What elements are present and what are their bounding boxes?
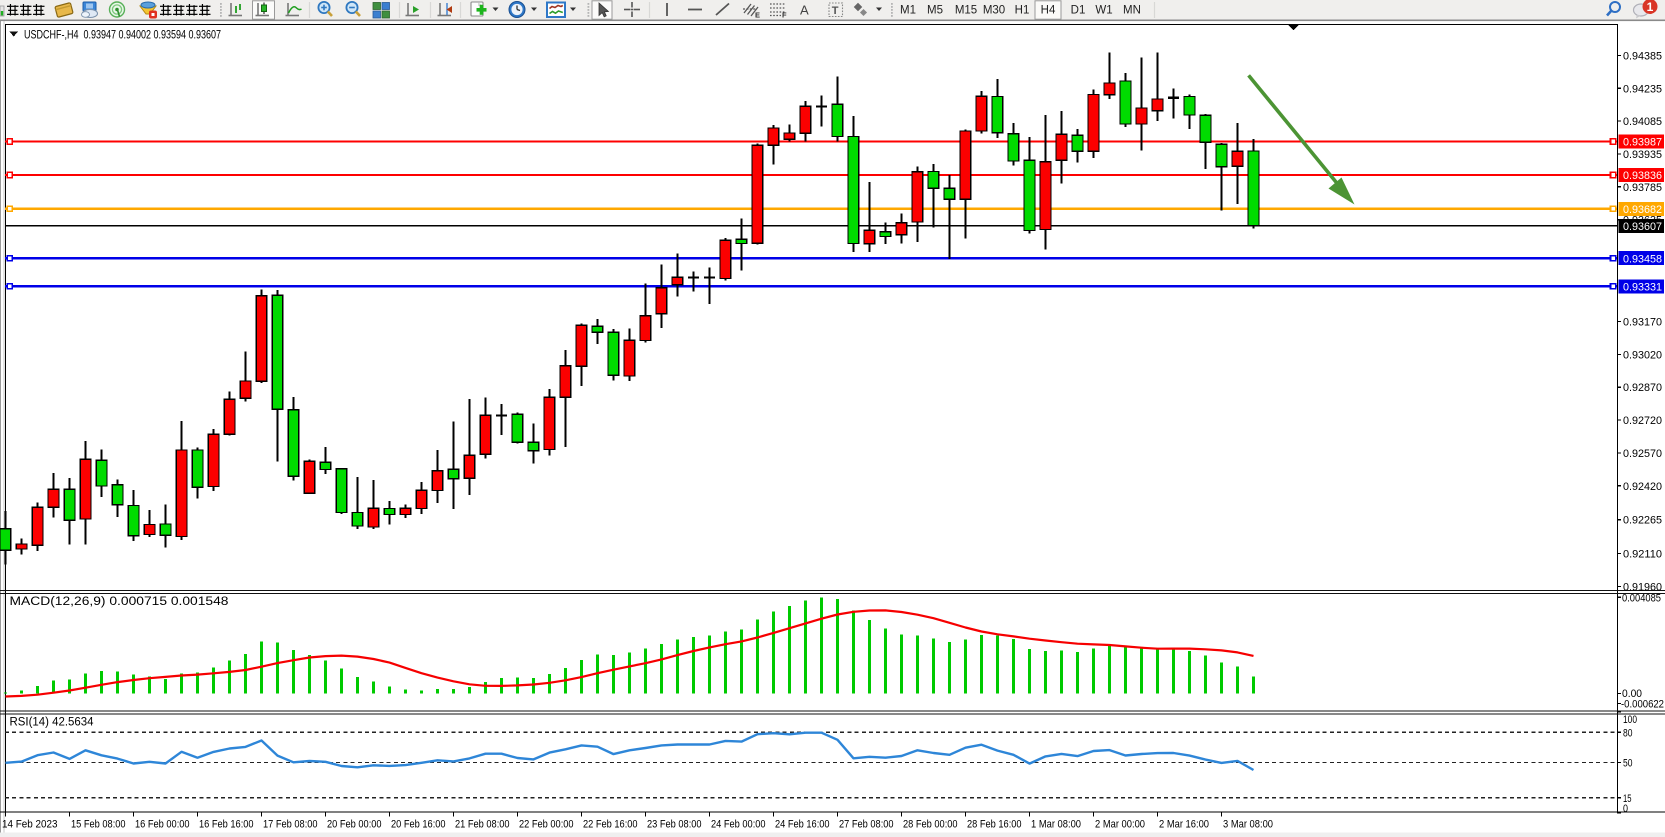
- svg-text:28 Feb 16:00: 28 Feb 16:00: [967, 819, 1022, 831]
- svg-text:-0.000622: -0.000622: [1621, 698, 1664, 710]
- svg-text:0.92720: 0.92720: [1623, 415, 1662, 427]
- svg-text:M5: M5: [927, 5, 943, 17]
- svg-text:E: E: [755, 11, 760, 20]
- svg-text:M15: M15: [955, 5, 977, 17]
- svg-text:T: T: [832, 5, 839, 17]
- svg-text:0.93836: 0.93836: [1623, 170, 1662, 182]
- svg-text:USDCHF-,H4 0.93947 0.94002 0.: USDCHF-,H4 0.93947 0.94002 0.93594 0.936…: [24, 28, 221, 42]
- svg-text:M1: M1: [900, 5, 916, 17]
- svg-text:MACD(12,26,9) 0.000715 0.00154: MACD(12,26,9) 0.000715 0.001548: [10, 596, 229, 608]
- svg-text:14 Feb 2023: 14 Feb 2023: [2, 819, 58, 831]
- svg-text:0.94085: 0.94085: [1623, 116, 1662, 128]
- svg-text:28 Feb 00:00: 28 Feb 00:00: [903, 819, 958, 831]
- svg-text:0: 0: [1623, 803, 1628, 815]
- svg-text:24 Feb 00:00: 24 Feb 00:00: [711, 819, 766, 831]
- svg-text:100: 100: [1623, 714, 1637, 726]
- svg-text:0.93020: 0.93020: [1623, 349, 1662, 361]
- svg-text:0.92265: 0.92265: [1623, 515, 1662, 527]
- svg-text:0.93170: 0.93170: [1623, 317, 1662, 329]
- svg-text:D1: D1: [1071, 5, 1086, 17]
- svg-text:3 Mar 08:00: 3 Mar 08:00: [1223, 819, 1273, 831]
- svg-text:0.93987: 0.93987: [1623, 137, 1662, 149]
- svg-text:0.92870: 0.92870: [1623, 382, 1662, 394]
- svg-text:0.93682: 0.93682: [1623, 204, 1662, 216]
- svg-text:H4: H4: [1041, 5, 1056, 17]
- svg-text:W1: W1: [1095, 5, 1112, 17]
- svg-text:24 Feb 16:00: 24 Feb 16:00: [775, 819, 830, 831]
- svg-text:0.93785: 0.93785: [1623, 182, 1662, 194]
- svg-text:0.93935: 0.93935: [1623, 149, 1662, 161]
- svg-text:M30: M30: [983, 5, 1005, 17]
- svg-text:RSI(14) 42.5634: RSI(14) 42.5634: [10, 717, 95, 729]
- svg-text:1: 1: [1647, 0, 1654, 14]
- svg-text:23 Feb 08:00: 23 Feb 08:00: [647, 819, 702, 831]
- svg-text:0.91960: 0.91960: [1623, 581, 1662, 593]
- svg-text:16 Feb 00:00: 16 Feb 00:00: [135, 819, 190, 831]
- svg-text:0.92420: 0.92420: [1623, 481, 1662, 493]
- svg-text:0.93607: 0.93607: [1623, 221, 1662, 233]
- svg-text:2 Mar 16:00: 2 Mar 16:00: [1159, 819, 1209, 831]
- svg-text:0.004085: 0.004085: [1622, 593, 1661, 605]
- svg-text:22 Feb 16:00: 22 Feb 16:00: [583, 819, 638, 831]
- svg-text:15: 15: [1623, 793, 1632, 805]
- svg-text:2 Mar 00:00: 2 Mar 00:00: [1095, 819, 1145, 831]
- svg-text:17 Feb 08:00: 17 Feb 08:00: [263, 819, 318, 831]
- svg-text:0.93331: 0.93331: [1623, 282, 1662, 294]
- svg-text:0.92570: 0.92570: [1623, 448, 1662, 460]
- svg-text:20 Feb 00:00: 20 Feb 00:00: [327, 819, 382, 831]
- svg-text:16 Feb 16:00: 16 Feb 16:00: [199, 819, 254, 831]
- svg-text:MN: MN: [1123, 5, 1141, 17]
- svg-text:27 Feb 08:00: 27 Feb 08:00: [839, 819, 894, 831]
- svg-text:0.93458: 0.93458: [1623, 253, 1662, 265]
- svg-text:A: A: [800, 3, 809, 18]
- svg-text:0.94235: 0.94235: [1623, 83, 1662, 95]
- svg-text:22 Feb 00:00: 22 Feb 00:00: [519, 819, 574, 831]
- svg-text:1 Mar 08:00: 1 Mar 08:00: [1031, 819, 1081, 831]
- svg-text:80: 80: [1623, 727, 1633, 739]
- svg-text:50: 50: [1623, 758, 1633, 770]
- svg-text:0.00: 0.00: [1622, 688, 1642, 700]
- svg-text:H1: H1: [1015, 5, 1030, 17]
- svg-text:15 Feb 08:00: 15 Feb 08:00: [71, 819, 126, 831]
- svg-text:0.92110: 0.92110: [1623, 549, 1662, 561]
- svg-text:20 Feb 16:00: 20 Feb 16:00: [391, 819, 446, 831]
- svg-text:0.94385: 0.94385: [1623, 50, 1662, 62]
- svg-text:21 Feb 08:00: 21 Feb 08:00: [455, 819, 510, 831]
- svg-text:F: F: [782, 11, 787, 20]
